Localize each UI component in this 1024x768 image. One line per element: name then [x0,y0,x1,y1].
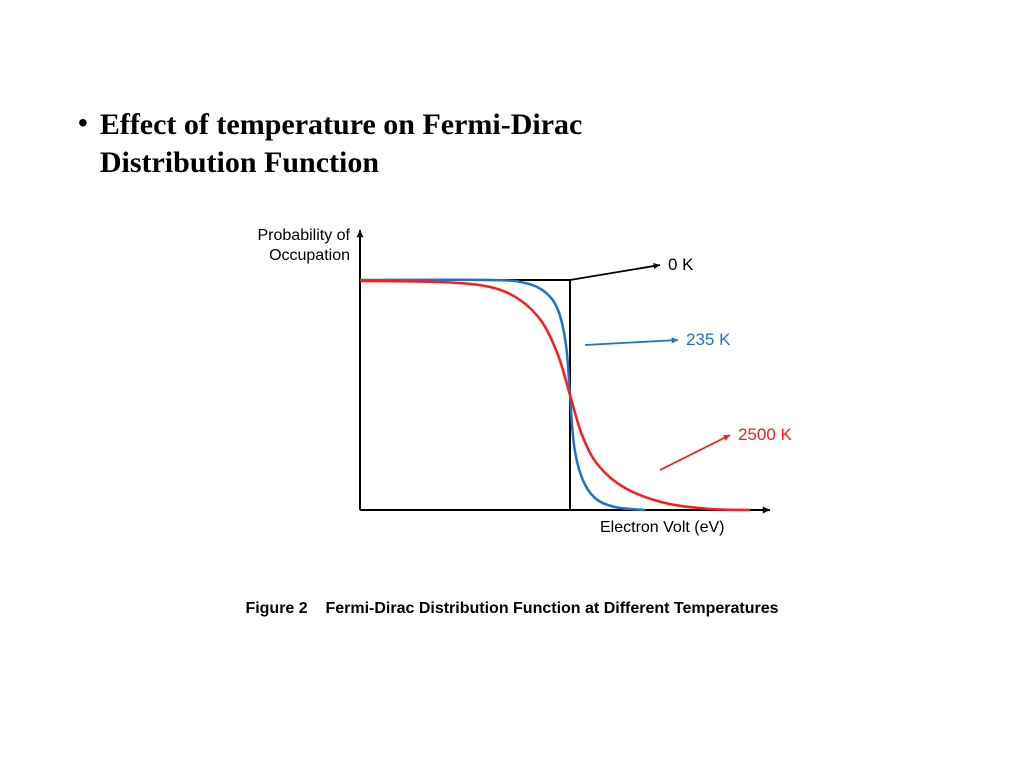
slide: • Effect of temperature on Fermi-Dirac D… [0,0,1024,768]
series-label-2500K: 2500 K [738,425,793,444]
heading-row: • Effect of temperature on Fermi-Dirac D… [78,106,638,182]
y-axis-label-2: Occupation [269,247,350,264]
caption-text: Fermi-Dirac Distribution Function at Dif… [325,600,778,617]
chart-svg: Probability of Occupation Electron Volt (e… [190,210,830,570]
bullet-icon: • [78,106,88,140]
series-2500K [360,281,750,510]
series-label-235K: 235 K [686,330,731,349]
fermi-dirac-chart: Probability of Occupation Electron Volt (e… [190,210,830,570]
series-0K [360,280,570,510]
caption-prefix: Figure 2 [245,600,307,617]
x-axis-label: Electron Volt (eV) [600,519,725,536]
y-axis-label-1: Probability of [258,227,351,244]
figure-caption: Figure 2 Fermi-Dirac Distribution Functi… [0,600,1024,618]
series-label-0K: 0 K [668,255,694,274]
series-235K [360,280,645,510]
heading-text: Effect of temperature on Fermi-Dirac Dis… [100,106,638,182]
